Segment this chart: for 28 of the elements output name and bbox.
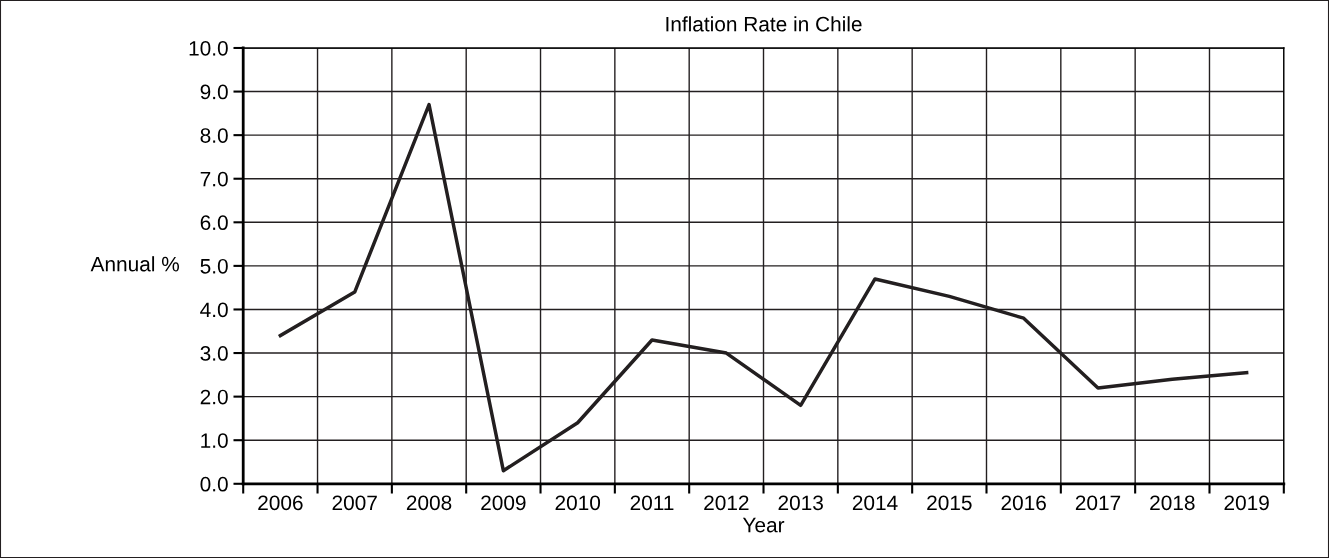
x-tick-label: 2014 — [852, 495, 898, 511]
chart-title: Inflation Rate in Chile — [666, 16, 862, 32]
y-axis-title: Annual % — [90, 256, 180, 272]
x-tick-label: 2009 — [481, 495, 526, 511]
x-tick-label: 2010 — [555, 495, 601, 511]
x-tick-label: 2015 — [927, 495, 972, 511]
y-tick-label: 5.0 — [200, 258, 228, 274]
x-tick-label: 2011 — [630, 495, 674, 511]
x-tick-label: 2008 — [406, 495, 452, 511]
y-tick-label: 8.0 — [200, 128, 228, 143]
y-tick-label: 1.0 — [201, 433, 228, 448]
y-tick-label: 3.0 — [200, 346, 228, 361]
x-tick-label: 2018 — [1150, 495, 1195, 511]
y-tick-label: 9.0 — [200, 84, 228, 100]
x-tick-label: 2007 — [332, 495, 377, 511]
y-tick-label: 4.0 — [200, 302, 228, 318]
x-axis-title: Year — [742, 517, 785, 533]
y-tick-label: 2.0 — [200, 389, 228, 405]
y-tick-label: 0.0 — [200, 476, 228, 492]
y-tick-label: 6.0 — [200, 215, 228, 231]
x-tick-label: 2012 — [704, 495, 749, 511]
y-tick-label: 7.0 — [200, 171, 228, 187]
x-tick-label: 2006 — [258, 495, 303, 511]
x-tick-label: 2013 — [778, 495, 823, 511]
x-tick-label: 2016 — [1001, 495, 1046, 511]
x-tick-label: 2019 — [1224, 495, 1269, 511]
x-tick-label: 2017 — [1075, 495, 1121, 511]
y-tick-label: 10.0 — [189, 40, 228, 56]
